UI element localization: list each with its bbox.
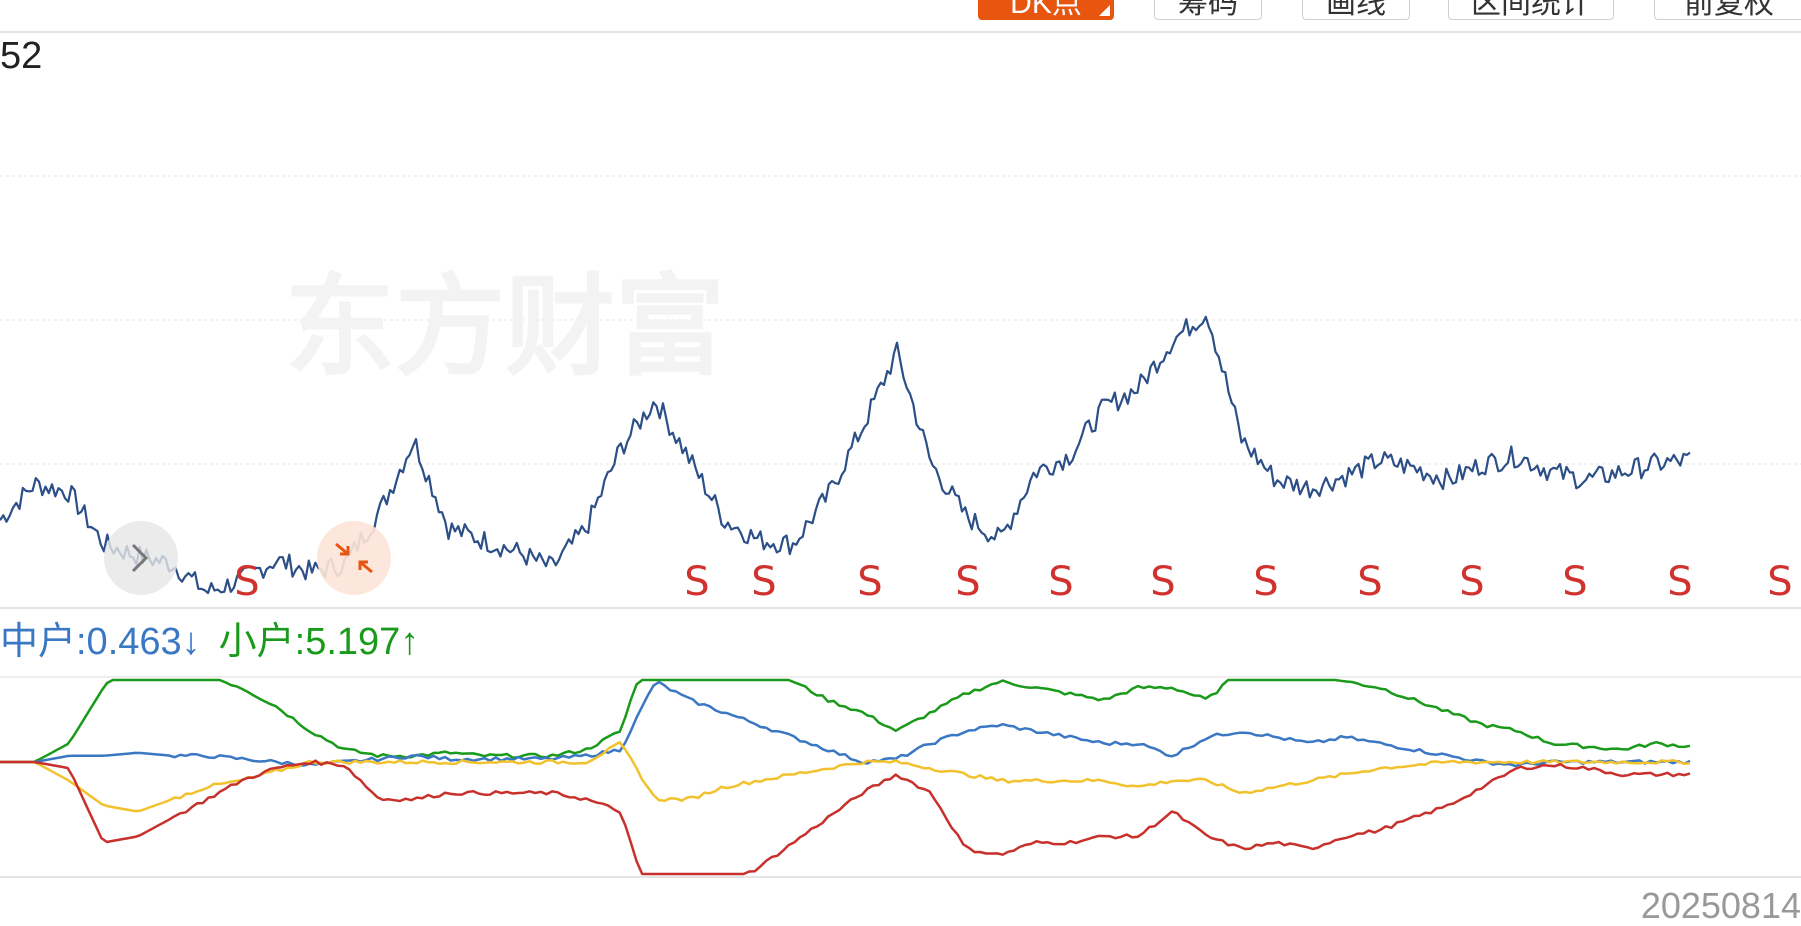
draw-line-button[interactable]: 画线 <box>1302 0 1410 20</box>
sell-signal-marker: S <box>1253 559 1278 605</box>
mid-holder-value: 中户:0.463↓ <box>0 621 201 663</box>
range-stats-button[interactable]: 区间统计 <box>1448 0 1614 20</box>
forward-adjust-button[interactable]: 前复权 <box>1654 0 1801 20</box>
sell-signal-marker: S <box>1667 559 1692 605</box>
sell-signal-marker: S <box>857 559 882 605</box>
dropdown-corner-icon <box>1099 5 1110 16</box>
end-date-label: 20250814 <box>1640 885 1801 926</box>
forward-adjust-button-label: 前复权 <box>1684 0 1774 20</box>
sell-signal-marker: S <box>1048 559 1073 605</box>
sell-signal-marker: S <box>234 559 259 605</box>
chips-button-label: 筹码 <box>1178 0 1238 20</box>
sell-signal-marker: S <box>1150 559 1175 605</box>
sell-signal-marker: S <box>1357 559 1382 605</box>
watermark: 东方财富 <box>285 263 725 391</box>
draw-line-button-label: 画线 <box>1326 0 1386 20</box>
sell-signal-marker: S <box>751 559 776 605</box>
chevron-right-icon <box>131 543 149 573</box>
price-line <box>0 315 1691 595</box>
chips-button[interactable]: 筹码 <box>1154 0 1262 20</box>
range-stats-button-label: 区间统计 <box>1471 0 1591 20</box>
sell-signal-marker: S <box>1767 559 1792 605</box>
chart-toolbar: DK点 筹码 画线 区间统计 前复权 <box>0 0 1801 32</box>
dk-point-button-label: DK点 <box>1010 0 1082 20</box>
sell-signal-marker: S <box>1459 559 1484 605</box>
small-holder-value: 小户:5.197↑ <box>218 621 420 663</box>
series-red-line <box>0 759 1691 876</box>
sell-signal-marker: S <box>1562 559 1587 605</box>
sell-signal-marker: S <box>684 559 709 605</box>
expand-button[interactable] <box>104 521 178 595</box>
series-yellow-line <box>0 740 1691 813</box>
series-small-holder-line <box>0 678 1691 764</box>
indicator-legend: 中户:0.463↓ 小户:5.197↑ <box>0 620 419 664</box>
sell-signal-marker: S <box>955 559 980 605</box>
dk-point-button[interactable]: DK点 <box>978 0 1114 20</box>
collapse-button[interactable] <box>317 521 391 595</box>
collapse-arrows-icon <box>335 542 373 574</box>
series-mid-holder-line <box>0 680 1691 768</box>
price-axis-top-label: 52 <box>0 35 43 77</box>
